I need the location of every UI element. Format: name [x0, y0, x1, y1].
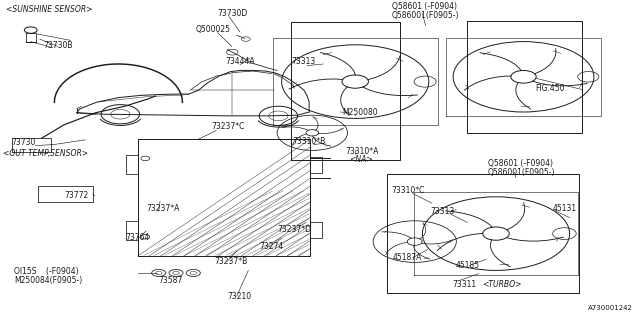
- Text: 45131: 45131: [553, 204, 577, 213]
- Text: M250084(F0905-): M250084(F0905-): [14, 276, 83, 285]
- Text: 73313: 73313: [291, 57, 316, 66]
- Text: 73764: 73764: [125, 233, 150, 242]
- Text: <SUNSHINE SENSOR>: <SUNSHINE SENSOR>: [6, 5, 93, 14]
- Text: 73730: 73730: [12, 138, 36, 147]
- Text: 73313: 73313: [431, 207, 455, 216]
- Text: 73310*A: 73310*A: [346, 147, 379, 156]
- Text: 73310*B: 73310*B: [292, 137, 326, 146]
- Text: 73210: 73210: [227, 292, 252, 301]
- Text: Q58601 (-F0904): Q58601 (-F0904): [392, 2, 457, 11]
- Text: Q58601 (-F0904): Q58601 (-F0904): [488, 159, 553, 168]
- Text: 73237*C: 73237*C: [211, 122, 244, 131]
- Text: 73772: 73772: [64, 191, 88, 200]
- Text: 73730D: 73730D: [218, 9, 248, 18]
- Text: A730001242: A730001242: [588, 305, 632, 311]
- Text: 73444A: 73444A: [225, 57, 255, 66]
- Text: Q500025: Q500025: [195, 25, 230, 34]
- Text: OI15S    (-F0904): OI15S (-F0904): [14, 267, 79, 276]
- Text: 73310*C: 73310*C: [392, 186, 425, 195]
- Text: <TURBO>: <TURBO>: [482, 280, 522, 289]
- Text: M250080: M250080: [342, 108, 378, 117]
- Text: 73237*B: 73237*B: [214, 257, 248, 266]
- Text: 73237*D: 73237*D: [278, 225, 312, 234]
- Text: <OUT TEMP,SENSOR>: <OUT TEMP,SENSOR>: [3, 149, 88, 158]
- Text: 73274: 73274: [259, 242, 284, 251]
- Text: 73311: 73311: [452, 280, 477, 289]
- Text: Q586001(F0905-): Q586001(F0905-): [488, 168, 555, 177]
- Text: 45187A: 45187A: [392, 253, 422, 262]
- Text: 73587: 73587: [158, 276, 182, 285]
- Text: FIG.450: FIG.450: [535, 84, 564, 93]
- Text: 73237*A: 73237*A: [146, 204, 179, 213]
- Text: <NA>: <NA>: [349, 155, 373, 164]
- Text: Q586001(F0905-): Q586001(F0905-): [392, 11, 459, 20]
- Text: 45185: 45185: [456, 261, 480, 270]
- Text: 73730B: 73730B: [44, 41, 73, 50]
